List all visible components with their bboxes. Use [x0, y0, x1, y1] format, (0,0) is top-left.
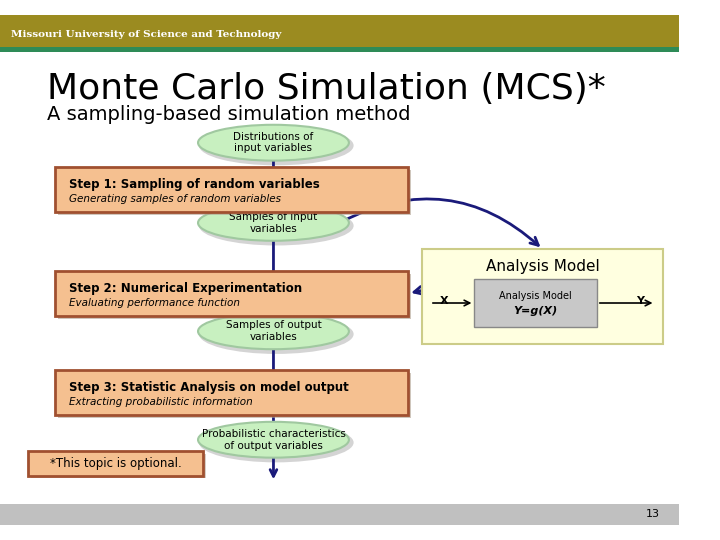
Text: A sampling-based simulation method: A sampling-based simulation method	[47, 105, 410, 124]
Text: Distributions of
input variables: Distributions of input variables	[233, 132, 314, 153]
Text: Y: Y	[636, 296, 644, 306]
FancyBboxPatch shape	[55, 271, 408, 316]
Ellipse shape	[199, 206, 354, 246]
Text: Monte Carlo Simulation (MCS)*: Monte Carlo Simulation (MCS)*	[47, 72, 606, 106]
Ellipse shape	[198, 422, 349, 458]
FancyBboxPatch shape	[423, 249, 663, 343]
Text: Samples of input
variables: Samples of input variables	[230, 212, 318, 234]
Text: Samples of output
variables: Samples of output variables	[225, 321, 321, 342]
Text: Generating samples of random variables: Generating samples of random variables	[69, 194, 281, 204]
Text: Evaluating performance function: Evaluating performance function	[69, 298, 240, 308]
FancyBboxPatch shape	[31, 454, 206, 478]
Text: Step 2: Numerical Experimentation: Step 2: Numerical Experimentation	[69, 282, 302, 295]
FancyBboxPatch shape	[58, 170, 411, 215]
FancyBboxPatch shape	[0, 504, 679, 524]
Text: *This topic is optional.: *This topic is optional.	[50, 457, 181, 470]
Ellipse shape	[198, 125, 349, 160]
Ellipse shape	[199, 126, 354, 165]
Ellipse shape	[198, 205, 349, 241]
FancyBboxPatch shape	[0, 16, 679, 51]
FancyBboxPatch shape	[28, 451, 203, 476]
Text: Probabilistic characteristics
of output variables: Probabilistic characteristics of output …	[202, 429, 346, 450]
Text: Missouri University of Science and Technology: Missouri University of Science and Techn…	[12, 30, 282, 39]
FancyBboxPatch shape	[58, 274, 411, 319]
FancyBboxPatch shape	[58, 373, 411, 418]
Ellipse shape	[199, 423, 354, 462]
Text: Step 3: Statistic Analysis on model output: Step 3: Statistic Analysis on model outp…	[69, 381, 348, 394]
Text: Analysis Model: Analysis Model	[499, 291, 572, 301]
FancyBboxPatch shape	[0, 48, 679, 52]
Text: Y=g(X): Y=g(X)	[513, 307, 558, 316]
Text: Analysis Model: Analysis Model	[486, 259, 600, 274]
Text: 13: 13	[646, 509, 660, 519]
Text: Extracting probabilistic information: Extracting probabilistic information	[69, 397, 253, 407]
FancyBboxPatch shape	[474, 279, 597, 327]
Text: Step 1: Sampling of random variables: Step 1: Sampling of random variables	[69, 178, 320, 191]
FancyBboxPatch shape	[55, 167, 408, 212]
Ellipse shape	[199, 314, 354, 354]
Text: X: X	[439, 296, 448, 306]
Ellipse shape	[198, 313, 349, 349]
FancyBboxPatch shape	[55, 370, 408, 415]
